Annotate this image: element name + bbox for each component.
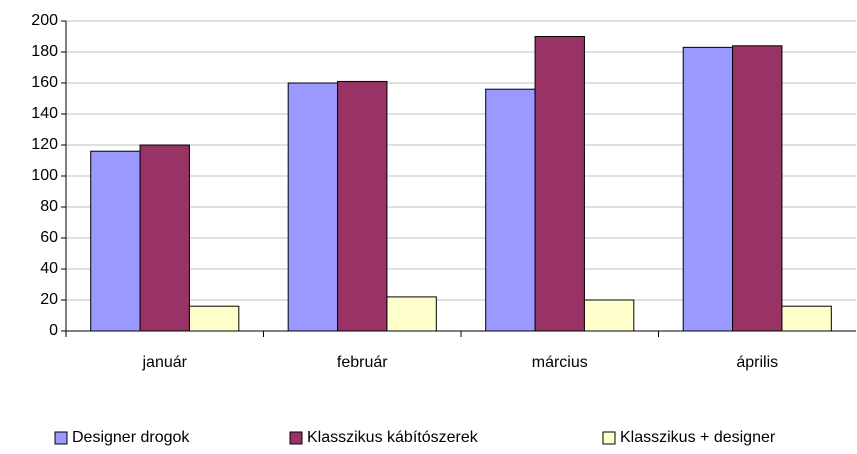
bar xyxy=(139,144,190,332)
x-tick-label: január xyxy=(142,354,188,371)
bar xyxy=(485,88,536,332)
legend-label: Klasszikus + designer xyxy=(620,429,776,446)
legend-swatch xyxy=(54,431,68,445)
x-tick-label: április xyxy=(736,354,778,371)
bar xyxy=(732,45,783,332)
legend-swatch xyxy=(289,431,303,445)
y-tick-label: 200 xyxy=(31,12,58,29)
bar xyxy=(188,305,240,332)
bar xyxy=(534,36,585,332)
y-tick-label: 0 xyxy=(49,322,58,339)
legend-label: Klasszikus kábítószerek xyxy=(307,429,479,446)
y-tick-label: 180 xyxy=(31,43,58,60)
bar xyxy=(682,46,734,332)
bar xyxy=(386,296,437,332)
y-tick-label: 140 xyxy=(31,105,58,122)
y-tick-label: 120 xyxy=(31,136,58,153)
bar xyxy=(583,299,635,332)
y-tick-label: 20 xyxy=(40,291,58,308)
y-tick-label: 100 xyxy=(31,167,58,184)
legend-swatch xyxy=(602,431,616,445)
legend-label: Designer drogok xyxy=(72,429,190,446)
y-tick-label: 160 xyxy=(31,74,58,91)
bar xyxy=(781,305,832,332)
bar xyxy=(90,150,141,332)
y-tick-label: 80 xyxy=(40,198,58,215)
bar xyxy=(337,80,388,332)
y-tick-label: 40 xyxy=(40,260,58,277)
x-tick-label: március xyxy=(532,354,588,371)
x-tick-label: február xyxy=(337,354,388,371)
y-tick-label: 60 xyxy=(40,229,58,246)
bar xyxy=(287,82,339,332)
